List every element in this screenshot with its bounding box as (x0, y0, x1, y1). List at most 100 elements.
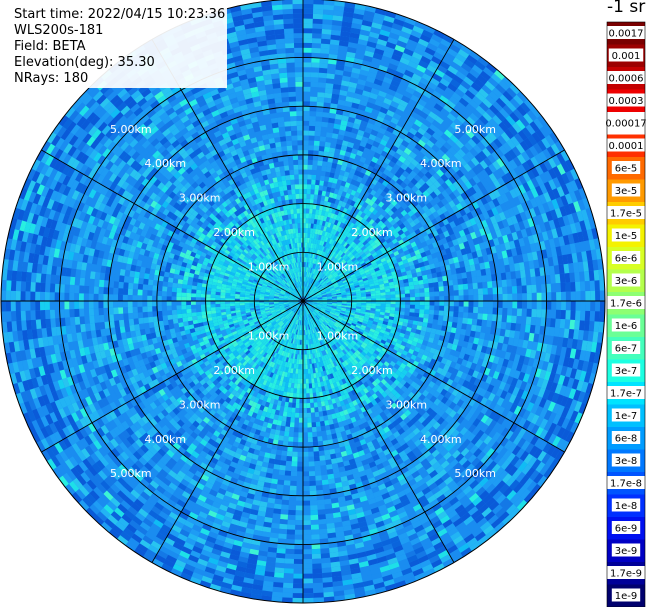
data-cell (303, 76, 311, 82)
data-cell (307, 159, 313, 165)
data-cell (312, 160, 318, 166)
data-cell (346, 177, 353, 184)
data-cell (362, 15, 374, 23)
data-cell (555, 283, 561, 293)
data-cell (303, 291, 305, 297)
data-cell (308, 272, 311, 278)
data-cell (390, 307, 396, 311)
data-cell (374, 136, 382, 144)
data-cell (349, 32, 360, 39)
data-cell (324, 264, 329, 270)
data-cell (324, 211, 329, 217)
data-cell (380, 190, 387, 198)
data-cell (390, 192, 398, 200)
data-cell (414, 288, 420, 294)
data-cell (397, 192, 405, 200)
data-cell (481, 84, 492, 95)
data-cell (433, 29, 445, 39)
data-cell (390, 144, 399, 153)
data-cell (366, 216, 372, 223)
data-cell (511, 315, 517, 324)
data-cell (531, 301, 537, 310)
data-cell (341, 240, 346, 246)
data-cell (488, 301, 493, 308)
data-cell (388, 63, 398, 71)
data-cell (338, 40, 349, 47)
data-cell (388, 84, 399, 92)
data-cell (443, 305, 449, 312)
data-cell (506, 315, 512, 323)
data-cell (440, 38, 452, 48)
data-cell (375, 295, 381, 299)
data-cell (390, 297, 396, 301)
data-cell (459, 110, 470, 120)
data-cell (328, 177, 334, 183)
data-cell (521, 316, 527, 325)
data-cell (309, 283, 313, 289)
data-cell (405, 297, 411, 301)
data-cell (452, 130, 462, 140)
data-cell (442, 73, 453, 83)
data-cell (319, 58, 329, 64)
data-cell (335, 64, 345, 71)
data-cell (380, 303, 386, 307)
data-cell (319, 279, 324, 284)
data-cell (477, 288, 484, 295)
data-cell (404, 17, 417, 26)
data-cell (387, 36, 398, 45)
data-cell (319, 136, 326, 142)
data-cell (521, 308, 527, 317)
data-cell (414, 69, 425, 78)
data-cell (320, 170, 326, 177)
data-cell (303, 115, 310, 121)
data-cell (413, 47, 425, 56)
data-cell (409, 170, 418, 178)
data-cell (303, 164, 308, 170)
data-cell (348, 210, 355, 217)
data-cell (339, 222, 345, 228)
data-cell (373, 78, 383, 86)
data-cell (364, 50, 375, 58)
data-cell (374, 120, 383, 128)
data-cell (462, 120, 473, 130)
data-cell (536, 301, 542, 310)
data-cell (310, 267, 313, 273)
data-cell (472, 282, 478, 290)
data-cell (452, 105, 463, 115)
data-cell (378, 90, 387, 98)
data-cell (424, 102, 434, 112)
data-cell (345, 243, 350, 249)
data-cell (303, 8, 314, 14)
data-cell (320, 43, 330, 50)
data-cell (399, 57, 410, 66)
data-cell (305, 228, 309, 233)
data-cell (339, 227, 345, 234)
data-cell (575, 310, 581, 321)
data-cell (323, 0, 335, 6)
data-cell (368, 149, 376, 157)
data-cell (564, 273, 571, 283)
data-cell (342, 16, 353, 23)
data-cell (502, 301, 508, 309)
data-cell (458, 97, 469, 107)
data-cell (310, 86, 318, 93)
data-cell (590, 301, 596, 312)
data-cell (473, 306, 479, 314)
data-cell (317, 194, 322, 201)
data-cell (306, 293, 310, 298)
data-cell (303, 237, 306, 243)
data-cell (599, 301, 605, 312)
data-cell (580, 291, 586, 301)
data-cell (333, 258, 338, 264)
data-cell (475, 92, 486, 102)
data-cell (492, 301, 498, 308)
data-cell (415, 42, 427, 52)
data-cell (310, 194, 315, 200)
data-cell (359, 230, 365, 236)
data-cell (359, 199, 365, 206)
data-cell (337, 256, 343, 262)
data-cell (344, 203, 350, 210)
data-cell (320, 273, 324, 278)
data-cell (303, 47, 312, 53)
data-cell (310, 223, 314, 229)
